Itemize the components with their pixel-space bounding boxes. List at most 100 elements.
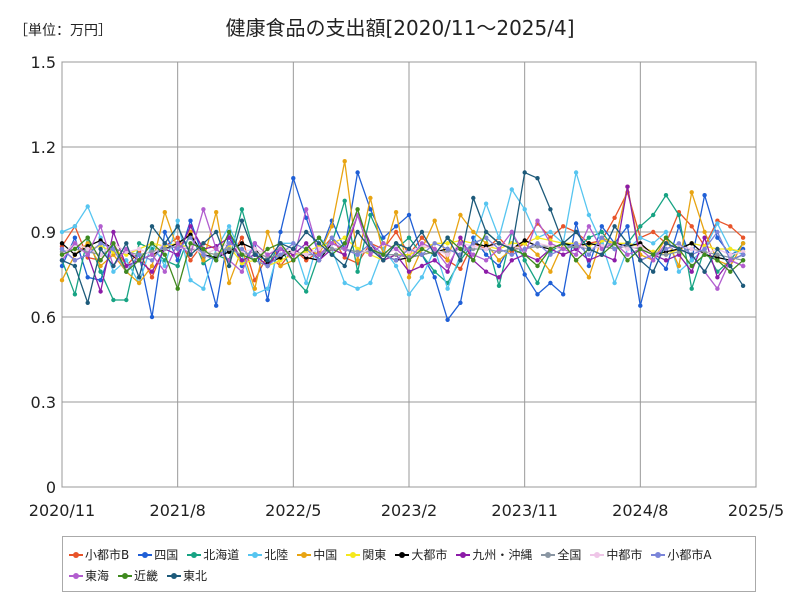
data-point	[188, 218, 193, 223]
data-point	[419, 229, 425, 235]
data-point	[149, 275, 155, 280]
data-point	[715, 221, 720, 226]
data-point	[689, 263, 694, 269]
data-point	[509, 187, 514, 192]
data-point	[419, 252, 425, 257]
data-point	[612, 241, 617, 246]
data-point	[663, 235, 669, 240]
data-point	[496, 258, 502, 263]
data-point	[483, 269, 489, 274]
data-point	[702, 269, 707, 274]
data-point	[226, 241, 232, 246]
x-tick-label: 2024/8	[612, 501, 668, 520]
x-tick-label: 2025/5	[728, 501, 784, 520]
series-line	[61, 206, 744, 290]
data-point	[612, 246, 617, 252]
data-point	[59, 252, 65, 257]
data-point	[59, 278, 65, 283]
data-point	[291, 258, 296, 263]
data-point	[702, 235, 707, 240]
data-point	[278, 263, 283, 269]
data-point	[535, 258, 540, 263]
legend-label: 関東	[362, 548, 387, 562]
data-point	[355, 252, 360, 257]
legend-label: 近畿	[134, 569, 159, 583]
legend-item: 九州・沖縄	[456, 544, 532, 565]
data-point	[72, 241, 78, 246]
data-point	[599, 246, 604, 252]
data-point	[561, 241, 566, 246]
data-point	[342, 252, 347, 257]
x-tick-label: 2023/2	[381, 501, 437, 520]
data-point	[689, 258, 694, 263]
data-point	[188, 224, 193, 229]
data-point	[175, 241, 180, 246]
data-point	[535, 241, 540, 246]
data-point	[72, 263, 78, 269]
data-point	[342, 280, 347, 286]
data-point	[535, 218, 540, 223]
y-tick-label: 0.9	[31, 223, 56, 242]
data-point	[715, 252, 720, 257]
data-point	[728, 258, 733, 263]
data-point	[162, 241, 167, 246]
data-point	[188, 278, 193, 283]
data-point	[573, 241, 579, 246]
data-point	[625, 252, 630, 257]
data-point	[548, 246, 553, 252]
data-point	[715, 258, 720, 263]
data-point	[201, 252, 206, 257]
data-point	[432, 252, 437, 257]
data-point	[304, 289, 309, 294]
data-point	[419, 246, 425, 252]
data-point	[445, 241, 450, 246]
data-point	[728, 224, 733, 229]
data-point	[406, 235, 412, 240]
legend-item: 小都市A	[651, 544, 712, 565]
data-point	[509, 252, 514, 257]
data-point	[638, 246, 643, 252]
data-point	[355, 269, 360, 274]
data-point	[445, 235, 450, 240]
data-point	[124, 241, 129, 246]
data-point	[548, 207, 553, 212]
data-point	[496, 263, 502, 269]
data-point	[226, 224, 232, 229]
data-point	[214, 210, 219, 215]
data-point	[612, 215, 617, 220]
legend-label: 中都市	[606, 548, 643, 562]
data-point	[381, 252, 386, 257]
data-point	[124, 269, 129, 274]
data-point	[368, 212, 373, 218]
legend-swatch	[346, 550, 361, 560]
data-point	[355, 207, 360, 212]
data-point	[304, 252, 309, 257]
data-point	[316, 241, 322, 246]
data-point	[252, 286, 257, 291]
data-point	[201, 286, 206, 291]
data-point	[715, 275, 720, 280]
data-point	[573, 170, 579, 175]
data-point	[304, 207, 309, 212]
data-point	[393, 246, 399, 252]
data-point	[458, 212, 463, 218]
data-point	[98, 263, 103, 269]
data-point	[432, 241, 437, 246]
data-point	[612, 224, 617, 229]
data-point	[445, 263, 450, 269]
data-point	[432, 269, 437, 274]
data-point	[663, 252, 669, 257]
data-point	[59, 246, 65, 252]
legend-swatch	[248, 550, 263, 560]
data-point	[445, 258, 450, 263]
data-point	[548, 241, 553, 246]
data-point	[149, 224, 155, 229]
data-point	[342, 241, 347, 246]
data-point	[226, 280, 232, 286]
data-point	[381, 235, 386, 240]
data-point	[85, 235, 90, 240]
data-point	[651, 258, 656, 263]
data-point	[625, 241, 630, 246]
legend-label: 北陸	[264, 548, 289, 562]
data-point	[509, 229, 514, 235]
